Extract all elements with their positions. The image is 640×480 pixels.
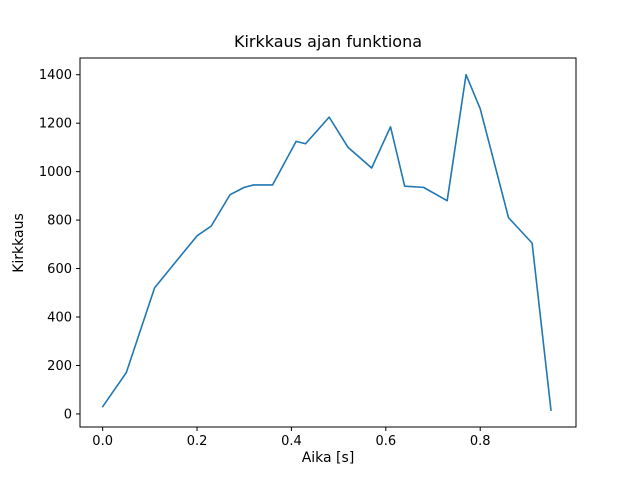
plot-area: 0.0 0.2 0.4 0.6 0.8 0 200 400 600 800 1000 1200 1400 [39,57,577,449]
x-axis-tick-label: 0.6 [375,434,396,449]
x-axis-label: Aika [s] [302,450,355,466]
x-axis-tick-label: 0.0 [92,434,113,449]
y-axis-tick-label: 1200 [39,117,72,132]
y-axis-tick-label: 1400 [39,68,72,83]
x-axis-tick-label: 0.4 [281,434,302,449]
y-axis-tick-label: 800 [47,214,72,229]
axes-spines [79,57,577,428]
y-axis-label: Kirkkaus [11,213,27,273]
y-axis-tick-label: 200 [47,359,72,374]
y-axis-tick-label: 400 [47,311,72,326]
data-line [101,73,552,412]
x-axis-tick-label: 0.2 [187,434,208,449]
x-axis-tick-label: 0.8 [470,434,491,449]
y-axis-tick-label: 0 [64,407,72,422]
y-axis-tick-label: 1000 [39,165,72,180]
y-axis-tick-label: 600 [47,262,72,277]
chart-title: Kirkkaus ajan funktiona [234,32,422,51]
